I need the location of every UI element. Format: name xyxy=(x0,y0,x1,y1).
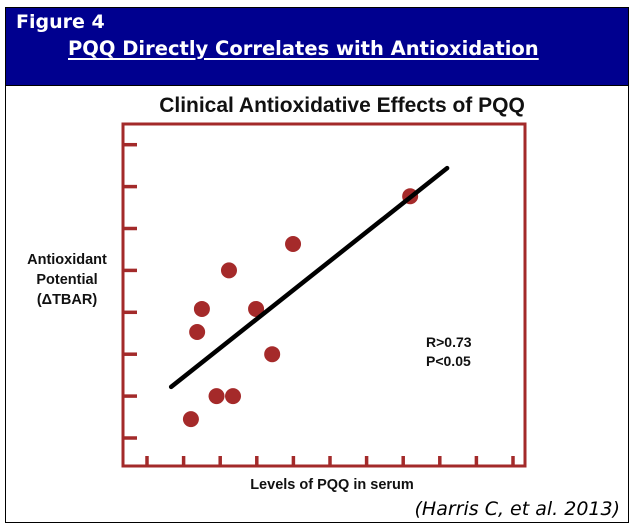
y-axis-label-line: (ΔTBAR) xyxy=(36,292,98,308)
data-point xyxy=(225,388,242,405)
data-point xyxy=(189,323,206,340)
y-axis-label-line: Potential xyxy=(36,272,98,288)
data-point xyxy=(193,300,210,317)
statistics-annotation: R>0.73 P<0.05 xyxy=(426,333,472,371)
y-axis-label: Antioxidant Potential (ΔTBAR) xyxy=(14,250,120,310)
plot-frame xyxy=(121,122,527,468)
data-point xyxy=(208,388,225,405)
r-value: R>0.73 xyxy=(426,334,472,350)
trend-line xyxy=(168,165,450,390)
data-point xyxy=(220,262,237,279)
y-axis-label-line: Antioxidant xyxy=(27,252,107,268)
data-point xyxy=(285,236,302,253)
data-point xyxy=(264,346,281,363)
chart-title: Clinical Antioxidative Effects of PQQ xyxy=(159,94,525,117)
figure-header: Figure 4 PQQ Directly Correlates with An… xyxy=(5,7,629,86)
data-point xyxy=(182,411,199,428)
citation: (Harris C, et al. 2013) xyxy=(414,498,620,520)
figure-title: PQQ Directly Correlates with Antioxidati… xyxy=(68,37,539,60)
figure-label: Figure 4 xyxy=(16,11,105,33)
p-value: P<0.05 xyxy=(426,353,471,369)
data-point xyxy=(248,300,265,317)
x-axis-label: Levels of PQQ in serum xyxy=(250,477,414,493)
